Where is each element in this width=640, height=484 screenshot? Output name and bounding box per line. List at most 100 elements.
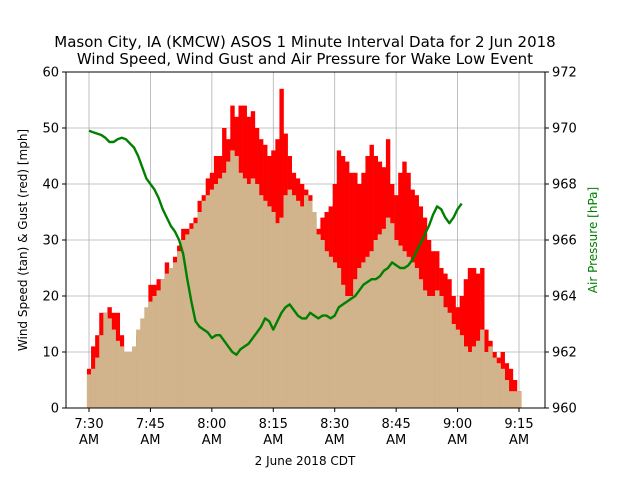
speed-bar (369, 251, 374, 408)
speed-bar (476, 340, 481, 408)
x-axis-label: 2 June 2018 CDT (255, 454, 356, 468)
speed-bar (86, 374, 92, 408)
speed-bar (181, 240, 186, 408)
speed-bar (390, 223, 395, 408)
speed-bar (185, 234, 190, 408)
speed-bar (148, 301, 153, 408)
speed-bar (201, 200, 207, 408)
speed-bar (447, 312, 452, 408)
y-axis-right-label: Air Pressure [hPa] (586, 187, 600, 293)
x-tick-label-ampm: AM (325, 433, 345, 448)
speed-bar (435, 290, 440, 408)
y-right-tick-label: 960 (552, 402, 577, 417)
speed-bar (500, 368, 505, 408)
speed-bar (267, 206, 272, 408)
speed-bar (455, 329, 460, 408)
speed-bar (349, 296, 354, 408)
left-axis: 0 10 20 30 40 50 60 (42, 66, 66, 417)
speed-bar (258, 195, 264, 408)
speed-bar (230, 150, 235, 408)
speed-bar (484, 352, 489, 408)
speed-bar (496, 363, 501, 408)
speed-bar (144, 307, 149, 408)
speed-bar (344, 296, 350, 408)
speed-bar (381, 228, 387, 408)
gust-bar (471, 268, 477, 408)
speed-bar (156, 290, 161, 408)
speed-bar (222, 172, 227, 408)
y-right-tick-label: 972 (552, 66, 577, 81)
speed-bar (406, 256, 411, 408)
speed-bar (439, 296, 444, 408)
speed-bar (328, 256, 333, 408)
speed-bar (271, 212, 276, 408)
speed-bar (516, 391, 522, 408)
speed-bar (426, 296, 432, 408)
speed-bar (91, 368, 96, 408)
x-tick-label-time: 9:15 (504, 417, 533, 432)
speed-bar (299, 206, 305, 408)
y-right-tick-label: 968 (552, 178, 577, 193)
speed-bar (324, 251, 329, 408)
y-right-tick-label: 964 (552, 290, 577, 305)
speed-bar (287, 189, 293, 408)
speed-bar (136, 329, 141, 408)
speed-bar (189, 228, 194, 408)
speed-bar (263, 200, 268, 408)
gust-bar (344, 161, 350, 408)
speed-bar (414, 268, 419, 408)
speed-bar (107, 318, 112, 408)
y-right-tick-label: 970 (552, 122, 577, 137)
speed-bar (234, 156, 239, 408)
speed-bar (213, 184, 219, 408)
speed-bar (283, 195, 288, 408)
speed-bar (291, 195, 297, 408)
gust-bar (508, 368, 514, 408)
y-left-tick-label: 40 (42, 178, 59, 193)
speed-bar (193, 223, 198, 408)
speed-bar (99, 335, 104, 408)
x-tick-label-time: 8:45 (382, 417, 411, 432)
speed-bar (373, 240, 379, 408)
speed-bar (95, 357, 100, 408)
x-tick-label-ampm: AM (202, 433, 222, 448)
speed-bar (152, 296, 157, 408)
y-axis-left-label: Wind Speed (tan) & Gust (red) [mph] (16, 129, 30, 351)
speed-bar (512, 391, 518, 408)
speed-bar (123, 352, 129, 408)
speed-bar (504, 380, 510, 408)
speed-bar (115, 340, 121, 408)
speed-bar (488, 346, 493, 408)
speed-bar (177, 251, 182, 408)
y-left-tick-label: 20 (42, 290, 59, 305)
speed-bar (316, 234, 321, 408)
x-tick-label-time: 7:30 (74, 417, 103, 432)
x-tick-label-time: 9:00 (443, 417, 472, 432)
speed-bar (238, 172, 243, 408)
pressure-line (88, 129, 463, 356)
speed-bar (308, 200, 313, 408)
speed-bar (394, 240, 399, 408)
speed-bar (164, 273, 170, 408)
y-left-tick-label: 10 (42, 346, 59, 361)
speed-bar (471, 346, 477, 408)
speed-bar (140, 318, 145, 408)
y-right-tick-label: 962 (552, 346, 577, 361)
speed-bar (402, 251, 407, 408)
speed-bar (480, 329, 485, 408)
speed-bar (209, 189, 215, 408)
speed-bar (430, 296, 436, 408)
speed-bar (410, 262, 415, 408)
speed-bar (304, 195, 309, 408)
x-tick-label-ampm: AM (140, 433, 160, 448)
x-tick-label-time: 7:45 (136, 417, 165, 432)
x-tick-label-ampm: AM (509, 433, 529, 448)
speed-bar (463, 346, 469, 408)
speed-bar (254, 184, 260, 408)
speed-bar (246, 184, 252, 408)
speed-bar (357, 268, 362, 408)
speed-bar (332, 262, 338, 408)
gust-bar (463, 279, 469, 408)
x-tick-label-time: 8:00 (197, 417, 226, 432)
pressure-series-line (88, 129, 463, 356)
